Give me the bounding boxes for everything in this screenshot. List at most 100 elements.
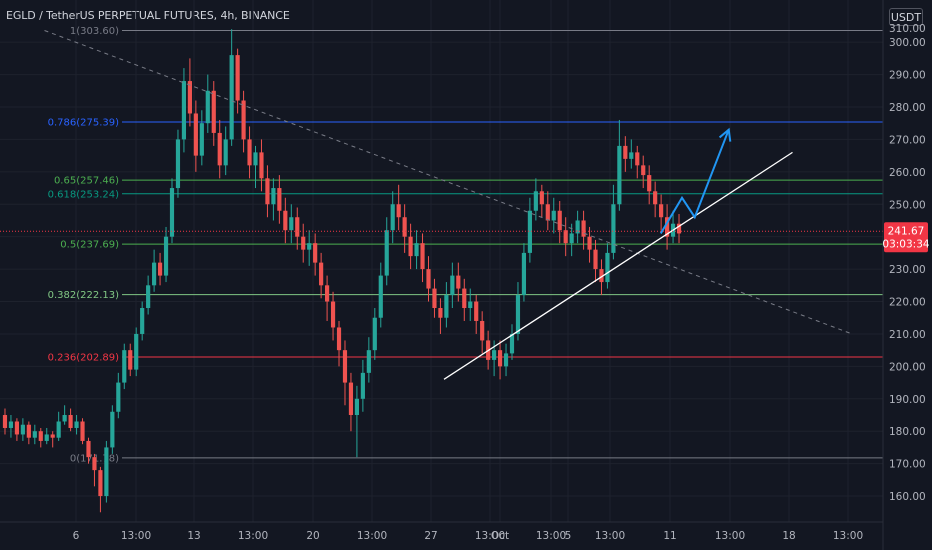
candle-body-97 (581, 220, 586, 237)
chart-title: EGLD / TetherUS PERPETUAL FUTURES, 4h, B… (6, 9, 290, 22)
x-tick-label-12: 11 (663, 530, 676, 542)
y-tick-label-7: 230.00 (889, 264, 926, 276)
x-tick-label-2: 13 (187, 530, 200, 542)
x-tick-label-9: 13:00 (536, 530, 566, 542)
y-tick-label-14: 300.00 (889, 37, 926, 49)
candle-body-79 (474, 301, 479, 321)
y-tick-label-6: 220.00 (889, 297, 926, 309)
candle-body-74 (444, 295, 449, 318)
drawing-tools[interactable] (0, 30, 883, 380)
candle-body-40 (241, 100, 246, 140)
candle-body-47 (283, 210, 288, 231)
y-tick-label-1: 170.00 (889, 459, 926, 471)
candle-body-50 (301, 236, 306, 250)
candle-body-78 (468, 301, 473, 309)
price-axis[interactable]: 160.00 170.00 180.00 190.00 200.00 210.00 220.… (882, 0, 926, 550)
candle-body-60 (360, 372, 365, 399)
candle-body-53 (319, 262, 324, 286)
candle-body-42 (253, 152, 258, 166)
candle-body-2 (14, 421, 19, 435)
fibonacci-retracement[interactable]: 1(303.60) 0.786(275.39) 0.65(257.46) 0.618(… (48, 26, 883, 464)
candle-body-48 (289, 217, 294, 231)
candle-body-101 (605, 252, 610, 283)
y-tick-label-2: 180.00 (889, 426, 926, 438)
candle-body-73 (438, 308, 443, 318)
x-tick-label-6: 27 (424, 530, 437, 542)
candle-body-104 (623, 145, 628, 159)
candle-body-105 (629, 152, 634, 159)
candle-body-72 (432, 288, 437, 309)
candle-body-95 (569, 233, 574, 244)
candle-body-65 (390, 204, 395, 231)
current-price-countdown: 03:03:34 (882, 238, 929, 250)
fib-label-2: 0.65(257.46) (54, 176, 119, 187)
fib-label-6: 0.236(202.89) (48, 353, 120, 364)
candle-body-99 (593, 249, 598, 270)
candle-body-69 (414, 243, 419, 257)
grid-lines (0, 0, 883, 522)
candle-body-83 (497, 350, 503, 367)
y-tick-label-top: 310.00 (889, 23, 926, 35)
candle-body-84 (503, 353, 509, 367)
candle-body-18 (110, 411, 115, 448)
candle-body-15 (92, 457, 97, 471)
y-tick-label-12: 280.00 (889, 102, 926, 114)
candle-body-110 (659, 204, 664, 218)
candle-body-24 (146, 285, 151, 309)
candle-body-76 (456, 275, 461, 289)
candle-body-80 (480, 320, 485, 341)
candle-body-17 (104, 447, 109, 497)
candle-body-22 (134, 333, 139, 370)
candle-body-6 (38, 431, 43, 441)
candle-body-43 (259, 152, 264, 179)
candle-body-58 (348, 382, 354, 416)
current-price-value: 241.67 (888, 225, 925, 237)
candlesticks (2, 29, 682, 513)
candle-body-71 (426, 269, 431, 289)
candle-body-9 (56, 421, 61, 438)
candle-body-23 (140, 308, 145, 334)
candle-body-19 (116, 382, 121, 412)
candle-body-108 (647, 175, 652, 192)
candle-body-8 (50, 434, 55, 438)
candle-body-56 (336, 327, 342, 351)
candle-body-82 (492, 350, 497, 360)
candle-body-91 (545, 204, 550, 221)
candle-body-107 (641, 165, 646, 176)
candle-body-38 (229, 55, 234, 140)
candle-body-28 (169, 188, 175, 237)
y-tick-label-5: 210.00 (889, 329, 926, 341)
candle-body-52 (313, 243, 318, 263)
candle-body-61 (366, 350, 371, 373)
fib-label-0: 1(303.60) (70, 26, 119, 37)
candle-body-62 (372, 317, 377, 351)
currency-badge[interactable]: USDT (889, 8, 923, 26)
candle-body-46 (277, 188, 282, 211)
candle-body-98 (587, 236, 592, 250)
candle-body-21 (128, 350, 133, 370)
x-tick-label-4: 20 (306, 530, 319, 542)
candle-body-34 (205, 90, 210, 124)
candle-body-5 (32, 431, 37, 438)
candle-body-10 (62, 415, 67, 422)
candle-body-32 (193, 113, 198, 156)
candle-body-77 (462, 288, 467, 309)
candle-body-45 (271, 188, 276, 205)
candle-body-36 (217, 132, 222, 166)
candle-body-109 (653, 191, 658, 205)
x-tick-label-1: 13:00 (121, 530, 151, 542)
candle-body-103 (617, 145, 622, 205)
candle-body-37 (223, 139, 228, 166)
x-tick-label-13: 13:00 (715, 530, 745, 542)
candle-body-49 (295, 217, 300, 237)
fib-label-4: 0.5(237.69) (60, 240, 119, 251)
candle-body-55 (330, 301, 336, 328)
projection-path (659, 129, 730, 234)
candle-body-41 (247, 139, 252, 166)
candle-body-66 (396, 204, 401, 218)
x-tick-label-15: 13:00 (833, 530, 863, 542)
candle-body-94 (563, 230, 568, 244)
